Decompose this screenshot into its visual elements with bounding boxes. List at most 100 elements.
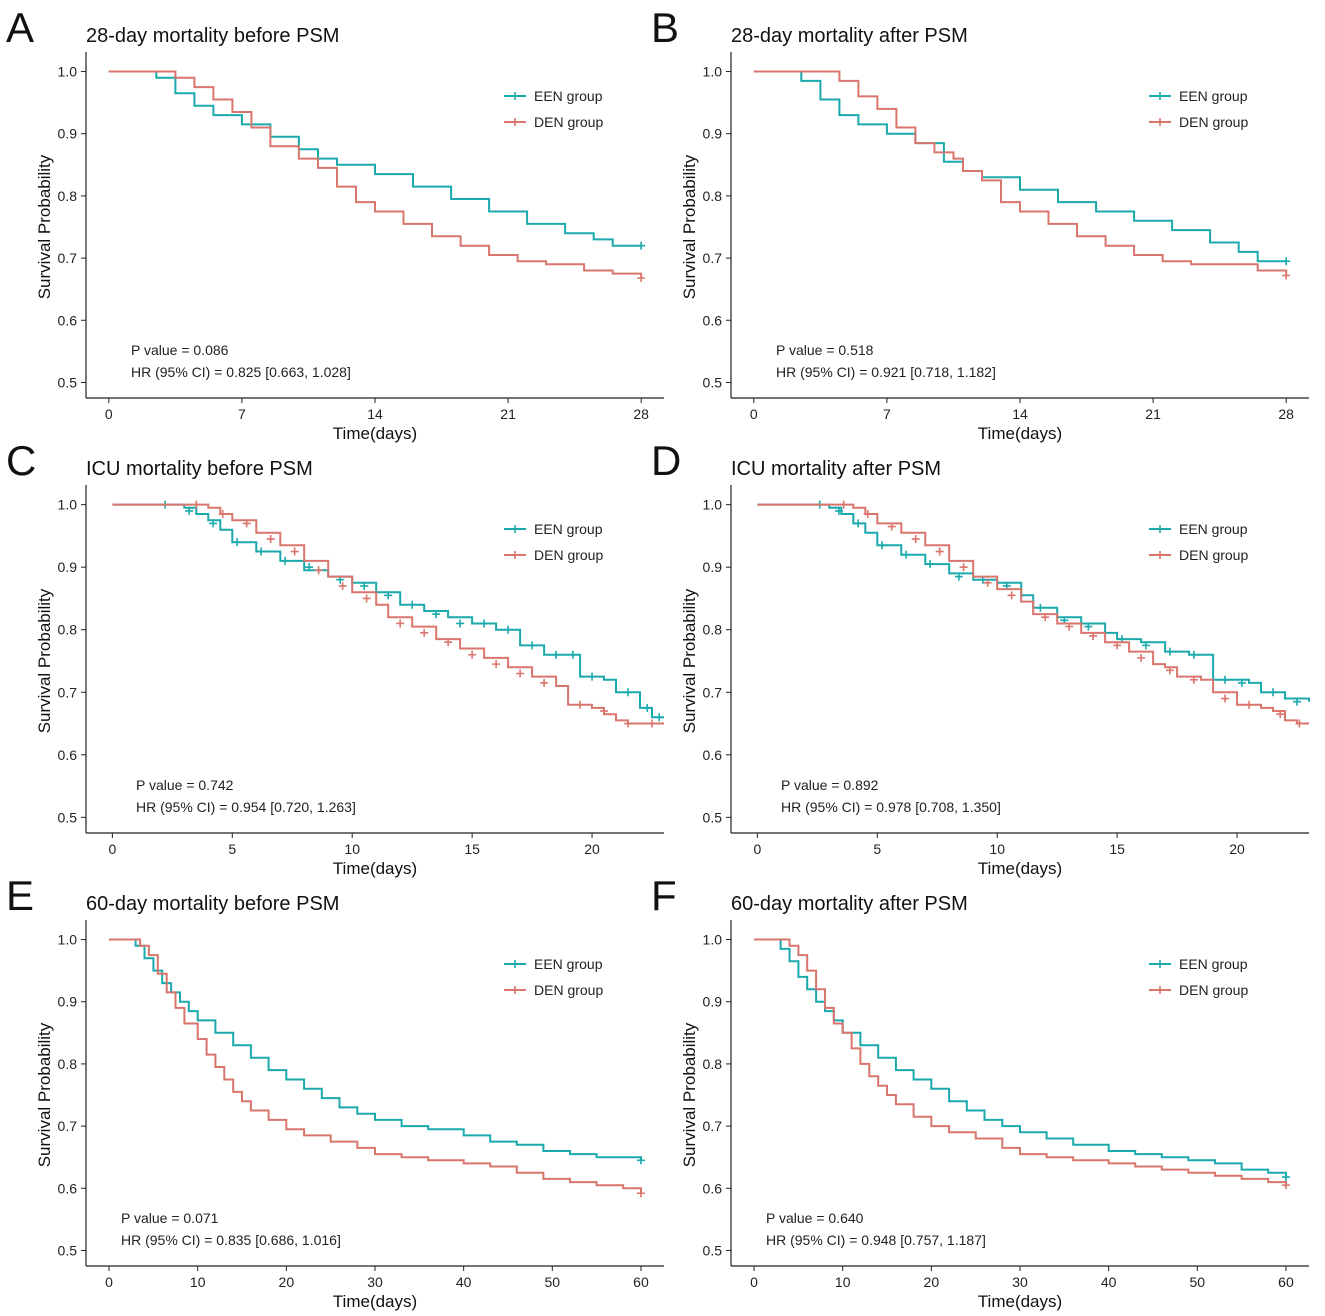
y-tick-label: 0.6: [58, 312, 78, 328]
censor-mark: [314, 566, 323, 575]
y-axis-title: Survival Probability: [680, 154, 699, 299]
survival-curve-een: [112, 503, 664, 719]
y-tick-label: 0.5: [58, 809, 78, 825]
legend-censor-mark: [1156, 92, 1164, 100]
p-value-label: P value = 0.640: [766, 1210, 864, 1226]
y-tick-label: 0.8: [703, 622, 723, 638]
p-value-label: P value = 0.518: [776, 342, 874, 358]
censor-mark: [290, 547, 299, 556]
x-tick-label: 21: [1145, 406, 1161, 422]
y-axis-title: Survival Probability: [35, 1022, 54, 1167]
censor-mark: [504, 625, 513, 634]
censor-mark: [839, 500, 848, 509]
panel-letter: F: [651, 872, 677, 919]
censor-mark: [266, 535, 275, 544]
survival-curve-een: [109, 938, 642, 1161]
censor-mark: [192, 500, 201, 509]
censor-mark: [1036, 603, 1045, 612]
censor-mark: [456, 619, 465, 628]
x-tick-label: 0: [750, 406, 758, 422]
x-tick-label: 10: [835, 1274, 851, 1290]
legend-censor-mark: [511, 525, 519, 533]
censor-mark: [444, 638, 453, 647]
legend-censor-mark: [511, 551, 519, 559]
y-tick-label: 1.0: [703, 497, 723, 513]
y-axis-title: Survival Probability: [680, 588, 699, 733]
censor-mark: [1293, 697, 1302, 706]
x-tick-label: 40: [1101, 1274, 1117, 1290]
censor-mark: [552, 650, 561, 659]
y-tick-label: 0.8: [58, 1056, 78, 1072]
censor-mark: [1276, 710, 1285, 719]
x-tick-label: 7: [238, 406, 246, 422]
y-tick-label: 0.9: [703, 559, 723, 575]
censor-mark: [1269, 688, 1278, 697]
hr-label: HR (95% CI) = 0.948 [0.757, 1.187]: [766, 1232, 986, 1248]
y-tick-label: 1.0: [58, 932, 78, 948]
y-axis-title: Survival Probability: [35, 154, 54, 299]
censor-mark: [408, 600, 417, 609]
censor-mark: [926, 560, 935, 569]
x-tick-label: 0: [108, 841, 116, 857]
x-tick-label: 30: [1012, 1274, 1028, 1290]
y-tick-label: 0.5: [703, 809, 723, 825]
y-tick-label: 0.6: [703, 1180, 723, 1196]
legend-label: DEN group: [534, 547, 603, 563]
y-tick-label: 0.7: [58, 250, 78, 266]
panel-letter: E: [6, 872, 34, 919]
y-tick-label: 0.7: [703, 250, 723, 266]
x-tick-label: 0: [750, 1274, 758, 1290]
censor-mark: [1041, 613, 1050, 622]
censor-mark: [655, 713, 664, 722]
censor-mark: [233, 538, 242, 547]
censor-mark: [600, 707, 609, 716]
censor-mark: [209, 519, 218, 528]
x-tick-label: 20: [584, 841, 600, 857]
panel-b: B 28-day mortality after PSM 0.5 0.6 0.7 0.8 0…: [651, 4, 1309, 443]
censor-mark: [305, 563, 314, 572]
censor-mark: [1141, 641, 1150, 650]
censor-mark: [588, 672, 597, 681]
x-tick-label: 10: [989, 841, 1005, 857]
x-tick-label: 28: [633, 406, 649, 422]
censor-mark: [636, 1189, 645, 1198]
censor-mark: [637, 241, 646, 250]
censor-mark: [1282, 271, 1291, 280]
censor-mark: [935, 547, 944, 556]
y-tick-label: 0.8: [58, 188, 78, 204]
censor-mark: [1065, 622, 1074, 631]
x-tick-label: 40: [456, 1274, 472, 1290]
censor-mark: [1221, 694, 1230, 703]
y-axis-title: Survival Probability: [35, 588, 54, 733]
y-tick-label: 1.0: [58, 64, 78, 80]
legend-label: DEN group: [1179, 114, 1248, 130]
censor-mark: [1245, 700, 1254, 709]
y-tick-label: 0.9: [703, 126, 723, 142]
y-tick-label: 1.0: [58, 497, 78, 513]
x-tick-label: 0: [753, 841, 761, 857]
x-tick-label: 0: [105, 1274, 113, 1290]
censor-mark: [954, 572, 963, 581]
censor-mark: [384, 591, 393, 600]
x-tick-label: 28: [1278, 406, 1294, 422]
y-tick-label: 0.9: [58, 559, 78, 575]
hr-label: HR (95% CI) = 0.921 [0.718, 1.182]: [776, 364, 996, 380]
censor-mark: [528, 641, 537, 650]
legend-label: EEN group: [1179, 956, 1248, 972]
y-axis-title: Survival Probability: [680, 1022, 699, 1167]
censor-mark: [432, 610, 441, 619]
x-axis-title: Time(days): [333, 859, 417, 878]
censor-mark: [185, 506, 194, 515]
censor-mark: [959, 563, 968, 572]
y-tick-label: 0.7: [58, 1118, 78, 1134]
y-tick-label: 0.8: [703, 188, 723, 204]
panel-letter: C: [6, 437, 36, 484]
censor-mark: [1295, 719, 1304, 728]
y-tick-label: 0.9: [58, 994, 78, 1010]
survival-curve-een: [754, 938, 1287, 1178]
legend-censor-mark: [1156, 986, 1164, 994]
censor-mark: [643, 703, 652, 712]
legend-label: EEN group: [534, 956, 603, 972]
legend-censor-mark: [511, 92, 519, 100]
